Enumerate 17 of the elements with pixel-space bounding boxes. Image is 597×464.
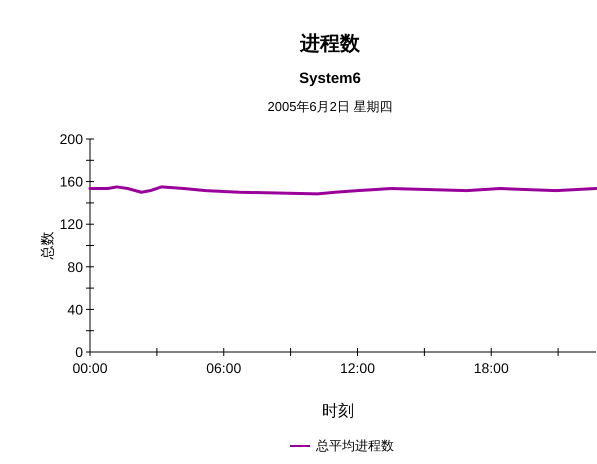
x-tick-label: 00:00: [72, 360, 108, 376]
y-tick-label: 200: [60, 131, 84, 147]
text: 2005年6月2日 星期四: [268, 99, 392, 114]
chart-subtitle: System6: [299, 70, 361, 87]
y-tick-label: 40: [67, 301, 84, 318]
x-tick-label: 12:00: [340, 360, 376, 376]
x-tick-label: 18:00: [474, 360, 509, 376]
legend-label: 总平均进程数: [315, 438, 394, 453]
x-axis-title: 时刻: [322, 402, 354, 420]
x-tick-label: 06:00: [206, 360, 242, 376]
y-tick-label: 80: [67, 258, 84, 275]
y-axis-title: 总数: [39, 232, 55, 260]
y-tick-label: 120: [60, 216, 84, 232]
line-series: [88, 185, 597, 196]
y-tick-label: 160: [60, 174, 84, 190]
y-tick-label: 0: [75, 344, 84, 360]
chart-title: 进程数: [299, 33, 361, 55]
